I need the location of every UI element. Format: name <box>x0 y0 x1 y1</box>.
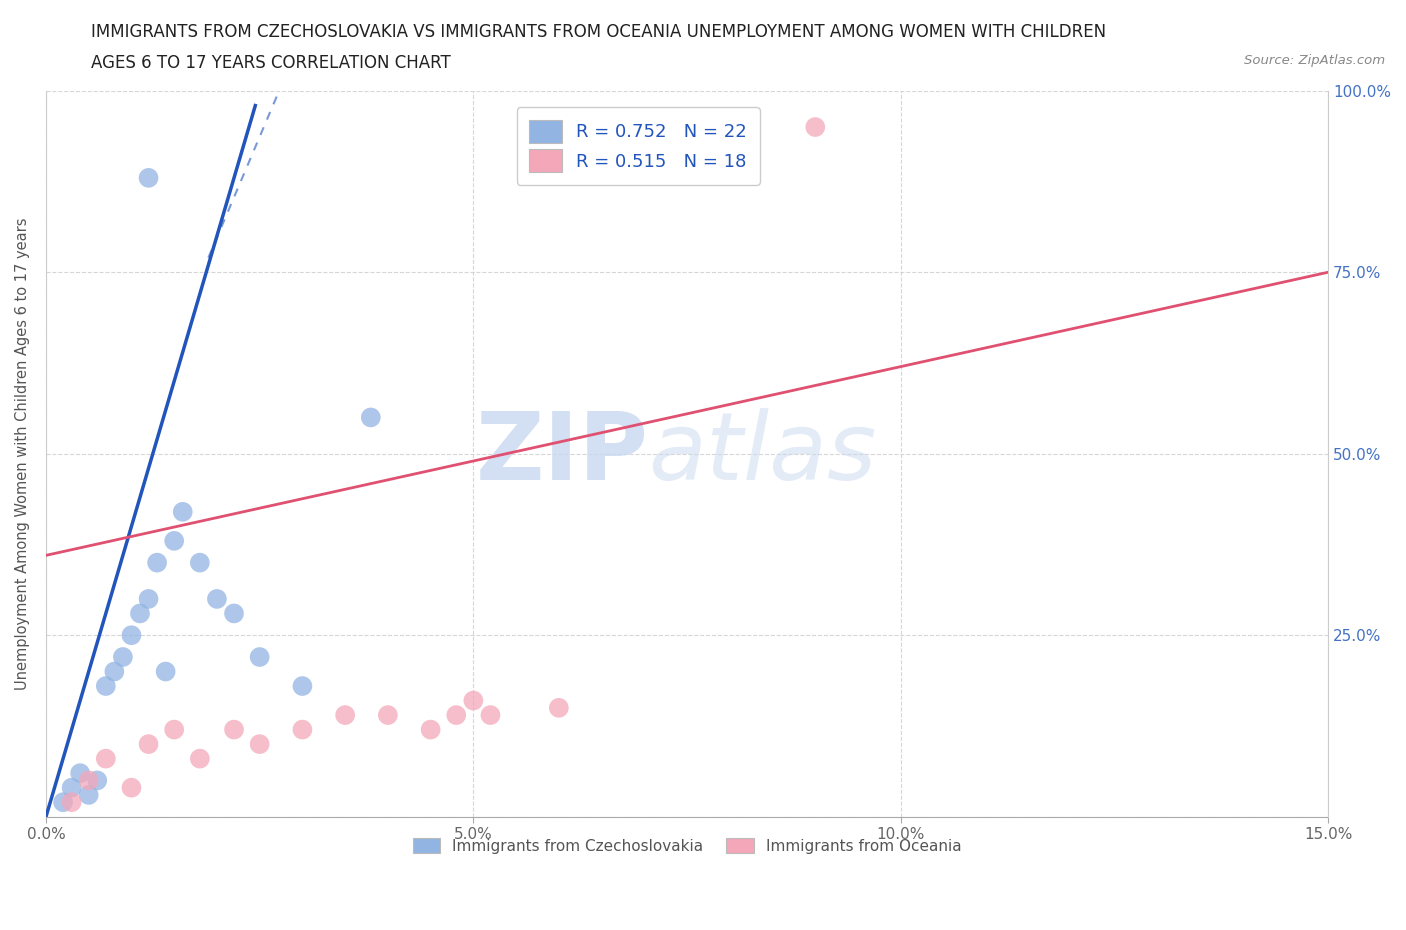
Point <box>111 649 134 664</box>
Point <box>163 723 186 737</box>
Point <box>103 664 125 679</box>
Point <box>52 795 75 810</box>
Point <box>222 606 245 621</box>
Point <box>94 751 117 766</box>
Point <box>129 606 152 621</box>
Point <box>222 723 245 737</box>
Point <box>138 737 160 751</box>
Point <box>172 504 194 519</box>
Point <box>163 534 186 549</box>
Point <box>60 795 83 810</box>
Point <box>360 410 382 425</box>
Point <box>69 765 91 780</box>
Y-axis label: Unemployment Among Women with Children Ages 6 to 17 years: Unemployment Among Women with Children A… <box>15 218 30 690</box>
Point <box>446 708 468 723</box>
Point <box>377 708 399 723</box>
Legend: Immigrants from Czechoslovakia, Immigrants from Oceania: Immigrants from Czechoslovakia, Immigran… <box>406 831 967 860</box>
Point <box>188 555 211 570</box>
Point <box>94 679 117 694</box>
Point <box>86 773 108 788</box>
Point <box>77 773 100 788</box>
Point <box>138 170 160 185</box>
Point <box>333 708 356 723</box>
Point <box>120 628 142 643</box>
Point <box>804 120 827 135</box>
Point <box>291 723 314 737</box>
Point <box>205 591 228 606</box>
Point <box>463 693 485 708</box>
Point <box>60 780 83 795</box>
Point <box>188 751 211 766</box>
Text: AGES 6 TO 17 YEARS CORRELATION CHART: AGES 6 TO 17 YEARS CORRELATION CHART <box>91 54 451 72</box>
Point <box>419 723 441 737</box>
Text: atlas: atlas <box>648 408 877 499</box>
Point <box>77 788 100 803</box>
Point <box>291 679 314 694</box>
Point <box>249 649 271 664</box>
Point <box>155 664 177 679</box>
Point <box>120 780 142 795</box>
Point <box>547 700 569 715</box>
Point <box>146 555 169 570</box>
Point <box>249 737 271 751</box>
Point <box>479 708 502 723</box>
Text: Source: ZipAtlas.com: Source: ZipAtlas.com <box>1244 54 1385 67</box>
Point <box>138 591 160 606</box>
Text: ZIP: ZIP <box>475 407 648 499</box>
Text: IMMIGRANTS FROM CZECHOSLOVAKIA VS IMMIGRANTS FROM OCEANIA UNEMPLOYMENT AMONG WOM: IMMIGRANTS FROM CZECHOSLOVAKIA VS IMMIGR… <box>91 23 1107 41</box>
